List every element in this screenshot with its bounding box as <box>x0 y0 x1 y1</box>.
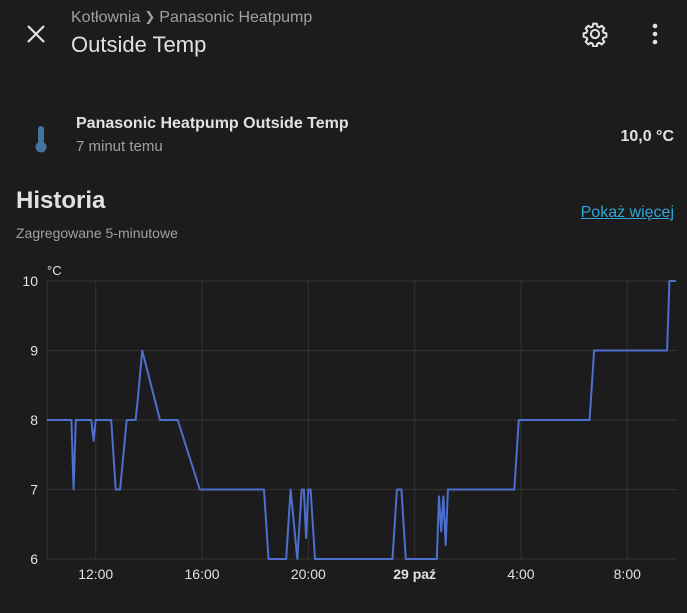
history-chart[interactable]: 10 9 8 7 6 °C 12:00 16:00 20:00 29 paź 4:00 8:00 <box>0 255 687 595</box>
entity-last-changed: 7 minut temu <box>76 138 163 155</box>
x-tick-label: 29 paź <box>393 566 436 582</box>
close-button[interactable] <box>16 14 56 54</box>
settings-button[interactable] <box>575 14 615 54</box>
dialog-header: Kotłownia ❯ Panasonic Heatpump Outside Tem… <box>0 0 687 70</box>
gear-icon <box>582 22 608 47</box>
thermometer-icon <box>35 126 47 153</box>
breadcrumb-device[interactable]: Panasonic Heatpump <box>159 9 313 26</box>
x-tick-label: 4:00 <box>507 566 534 582</box>
more-vertical-icon <box>652 23 658 45</box>
x-tick-label: 20:00 <box>291 566 326 582</box>
show-more-link[interactable]: Pokaż więcej <box>580 204 674 221</box>
more-menu-button[interactable] <box>635 14 675 54</box>
chevron-right-icon: ❯ <box>144 9 156 24</box>
x-tick-label: 16:00 <box>185 566 220 582</box>
entity-row[interactable]: Panasonic Heatpump Outside Temp 7 minut … <box>0 110 687 166</box>
y-axis-unit: °C <box>47 263 62 278</box>
entity-name: Panasonic Heatpump Outside Temp <box>76 115 349 132</box>
page-title: Outside Temp <box>71 32 207 57</box>
y-tick-label: 6 <box>30 551 38 567</box>
history-title: Historia <box>16 187 106 214</box>
history-chart-svg: 10 9 8 7 6 °C 12:00 16:00 20:00 29 paź 4:00 8:00 <box>22 263 676 582</box>
y-tick-label: 9 <box>30 343 38 359</box>
history-subtitle: Zagregowane 5-minutowe <box>16 225 178 241</box>
breadcrumb: Kotłownia ❯ Panasonic Heatpump <box>71 9 312 27</box>
y-tick-label: 10 <box>22 273 38 289</box>
y-tick-label: 8 <box>30 412 38 428</box>
y-tick-label: 7 <box>30 482 38 498</box>
x-tick-label: 12:00 <box>78 566 113 582</box>
close-icon <box>27 25 45 43</box>
entity-state: 10,0 °C <box>620 128 674 145</box>
breadcrumb-area[interactable]: Kotłownia <box>71 9 141 26</box>
temperature-series-line <box>47 280 676 560</box>
x-tick-label: 8:00 <box>614 566 641 582</box>
